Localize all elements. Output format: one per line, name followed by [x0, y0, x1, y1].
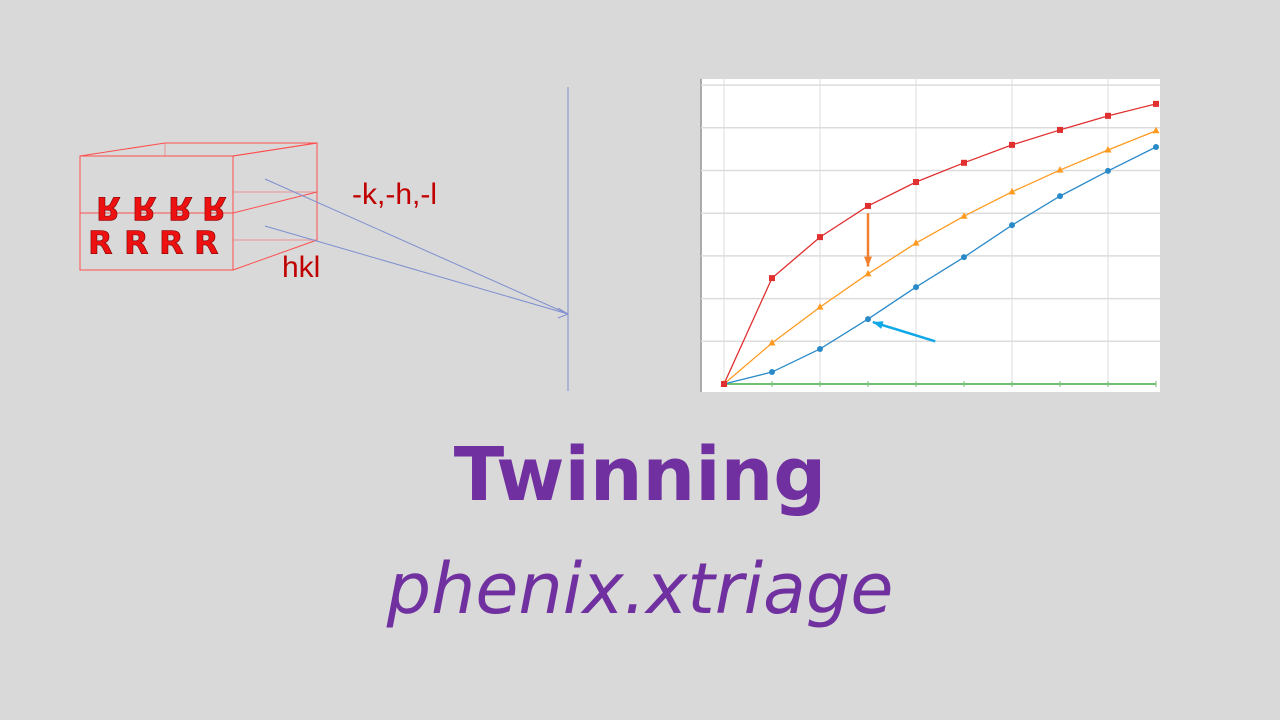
series-circle: [721, 144, 1159, 387]
data-point: [1152, 126, 1160, 134]
rays: [264, 87, 570, 391]
inverted-letter: R: [96, 189, 121, 227]
twin-index-label: -k,-h,-l: [352, 178, 437, 211]
data-point: [865, 202, 871, 209]
data-point: [769, 369, 775, 376]
data-point: [864, 269, 872, 277]
crystal-box: [79, 142, 318, 271]
series-line: [723, 103, 1157, 385]
twin-domain-diagram: R R R R R R R R -k,-h,-l hkl: [79, 87, 570, 391]
series-square: [721, 100, 1159, 387]
data-point: [816, 303, 824, 310]
arrow-head: [864, 256, 872, 267]
twin-domain-letters: R R R R R R R R: [88, 189, 227, 263]
slide-title: Twinning: [453, 432, 827, 518]
series-line: [723, 146, 1157, 385]
inverted-letter: R: [202, 189, 227, 227]
data-point: [721, 381, 727, 387]
data-point: [1056, 166, 1064, 173]
data-point: [961, 254, 967, 261]
letter: R: [194, 224, 219, 262]
slide-subtitle: phenix.xtriage: [386, 548, 894, 630]
data-point: [769, 275, 775, 282]
arrow-head: [872, 321, 884, 329]
series-triangle: [720, 126, 1160, 387]
data-point: [1009, 141, 1015, 148]
data-point: [1057, 193, 1063, 200]
data-point: [961, 159, 967, 166]
data-point: [1105, 167, 1111, 174]
annotation-arrow: [872, 320, 936, 343]
data-point: [768, 339, 776, 346]
series-line: [723, 130, 1157, 385]
data-point: [1105, 112, 1111, 119]
data-point: [1008, 187, 1016, 195]
inverted-letter: R: [132, 189, 157, 227]
data-point: [1104, 146, 1112, 153]
data-point: [1057, 126, 1063, 133]
data-point: [1009, 222, 1015, 229]
letter: R: [88, 224, 113, 262]
data-point: [817, 234, 823, 241]
data-point: [913, 284, 919, 291]
twinning-chart: [700, 79, 1160, 392]
data-point: [960, 212, 968, 219]
chart-grid: [701, 79, 1160, 384]
inverted-letter: R: [168, 189, 193, 227]
data-point: [913, 179, 919, 186]
data-point: [817, 345, 823, 352]
letter: R: [159, 224, 184, 262]
data-point: [912, 239, 920, 246]
data-point: [1153, 100, 1159, 107]
data-point: [1153, 144, 1159, 151]
letter: R: [124, 224, 149, 262]
base-index-label: hkl: [282, 251, 320, 284]
data-point: [865, 316, 871, 323]
